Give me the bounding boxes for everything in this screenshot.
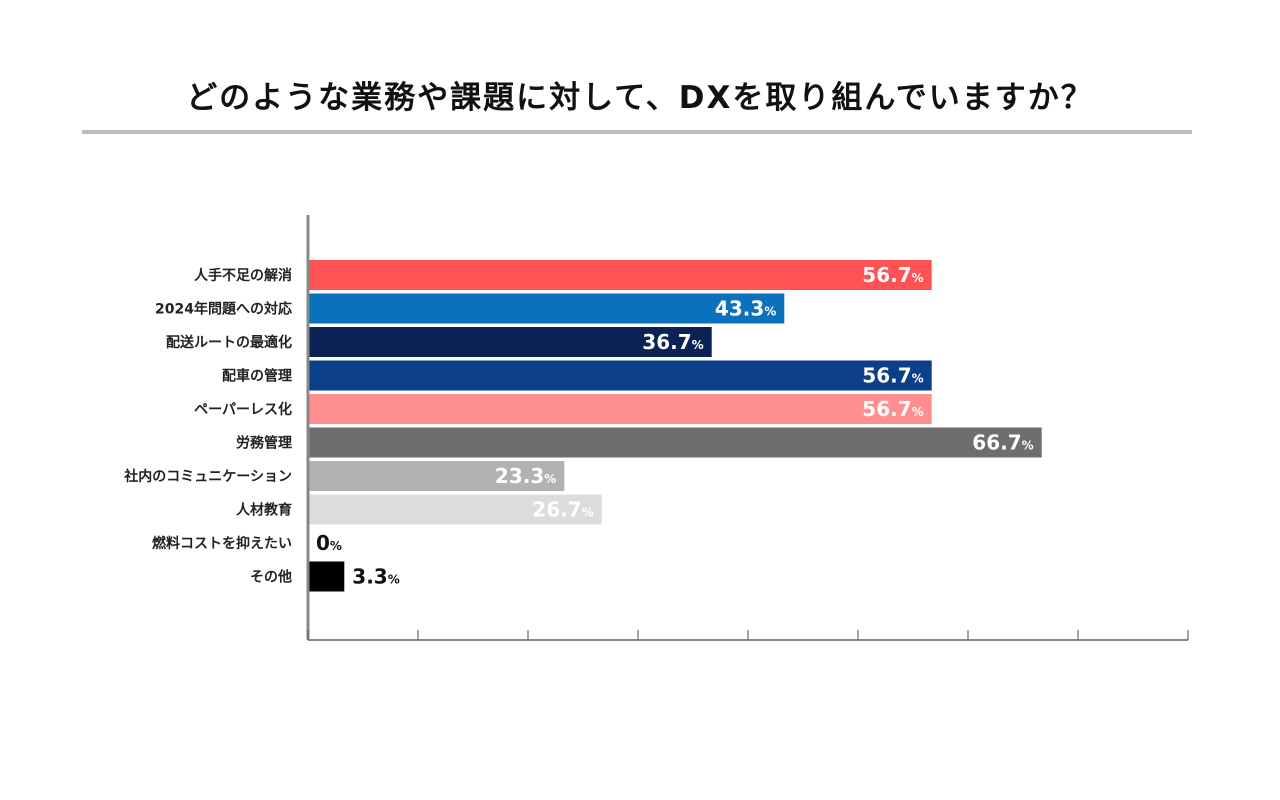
bar [308, 427, 1042, 458]
bar [308, 561, 345, 592]
category-label: 人材教育 [236, 502, 292, 519]
data-label: 43.3% [715, 297, 776, 321]
bar [308, 360, 932, 391]
bar [308, 394, 932, 424]
data-label: 3.3% [352, 565, 399, 589]
bar [308, 293, 785, 324]
category-label: 2024年問題への対応 [155, 301, 292, 318]
data-label: 56.7% [862, 263, 923, 287]
data-label: 0% [316, 531, 342, 555]
bar [308, 327, 712, 357]
title-divider [82, 130, 1192, 134]
bar [308, 260, 932, 290]
data-label: 36.7% [642, 330, 703, 354]
bar [308, 461, 565, 491]
category-label: 人手不足の解消 [194, 267, 292, 284]
data-label: 23.3% [495, 464, 556, 488]
category-label: 配送ルートの最適化 [166, 334, 292, 351]
category-label: 配車の管理 [222, 368, 292, 385]
category-label: その他 [250, 569, 292, 586]
category-label: 社内のコミュニケーション [123, 468, 292, 485]
category-label: 燃料コストを抑えたい [152, 535, 292, 552]
data-label: 56.7% [862, 397, 923, 421]
chart-title: どのような業務や課題に対して、DXを取り組んでいますか？ [186, 80, 1094, 116]
data-label: 66.7% [972, 431, 1033, 455]
data-label: 26.7% [532, 498, 593, 522]
category-label: ペーパーレス化 [194, 401, 292, 418]
category-label: 労務管理 [236, 435, 292, 452]
data-label: 56.7% [862, 364, 923, 388]
bar [308, 494, 602, 525]
